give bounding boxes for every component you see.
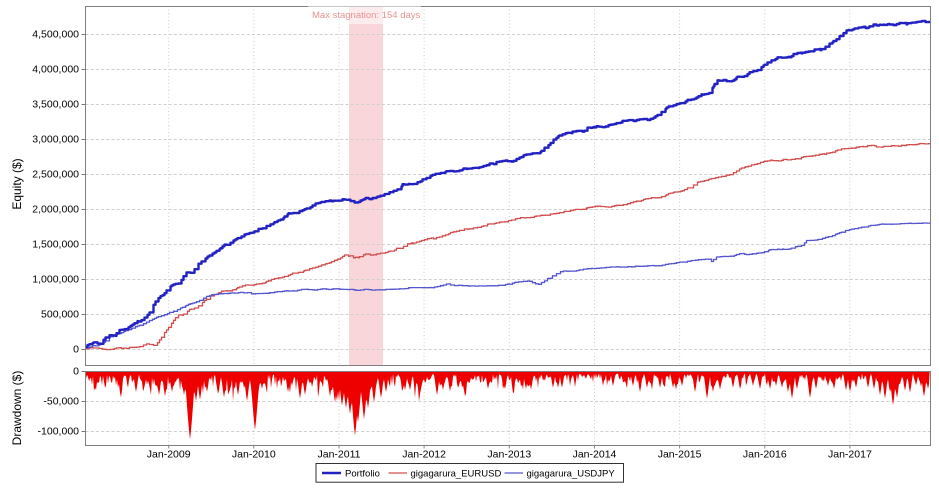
svg-text:Jan-2016: Jan-2016 xyxy=(743,449,787,461)
svg-text:Jan-2014: Jan-2014 xyxy=(573,449,617,461)
svg-text:2,000,000: 2,000,000 xyxy=(32,204,79,216)
svg-text:gigagarura_EURUSD: gigagarura_EURUSD xyxy=(411,468,502,479)
svg-text:Drawdown ($): Drawdown ($) xyxy=(10,371,24,446)
svg-text:Jan-2012: Jan-2012 xyxy=(402,449,446,461)
svg-text:Jan-2011: Jan-2011 xyxy=(317,449,360,461)
svg-text:4,500,000: 4,500,000 xyxy=(32,29,79,41)
svg-text:2,500,000: 2,500,000 xyxy=(32,169,79,181)
svg-text:Jan-2009: Jan-2009 xyxy=(147,449,191,461)
svg-text:1,500,000: 1,500,000 xyxy=(32,239,79,251)
svg-text:Portfolio: Portfolio xyxy=(345,468,380,479)
svg-text:Jan-2017: Jan-2017 xyxy=(828,449,872,461)
svg-text:0: 0 xyxy=(73,366,79,378)
svg-text:Equity ($): Equity ($) xyxy=(10,158,24,209)
svg-text:3,000,000: 3,000,000 xyxy=(32,134,79,146)
svg-text:1,000,000: 1,000,000 xyxy=(32,274,79,286)
svg-text:-50,000: -50,000 xyxy=(43,396,79,408)
svg-text:500,000: 500,000 xyxy=(41,309,79,321)
svg-text:Jan-2015: Jan-2015 xyxy=(658,449,702,461)
svg-text:3,500,000: 3,500,000 xyxy=(32,99,79,111)
svg-text:Jan-2013: Jan-2013 xyxy=(487,449,531,461)
svg-text:Jan-2010: Jan-2010 xyxy=(232,449,276,461)
svg-text:4,000,000: 4,000,000 xyxy=(32,64,79,76)
svg-text:0: 0 xyxy=(73,344,79,356)
svg-text:Max stagnation: 154 days: Max stagnation: 154 days xyxy=(312,10,421,21)
svg-text:-100,000: -100,000 xyxy=(38,426,80,438)
svg-text:gigagarura_USDJPY: gigagarura_USDJPY xyxy=(527,468,616,479)
